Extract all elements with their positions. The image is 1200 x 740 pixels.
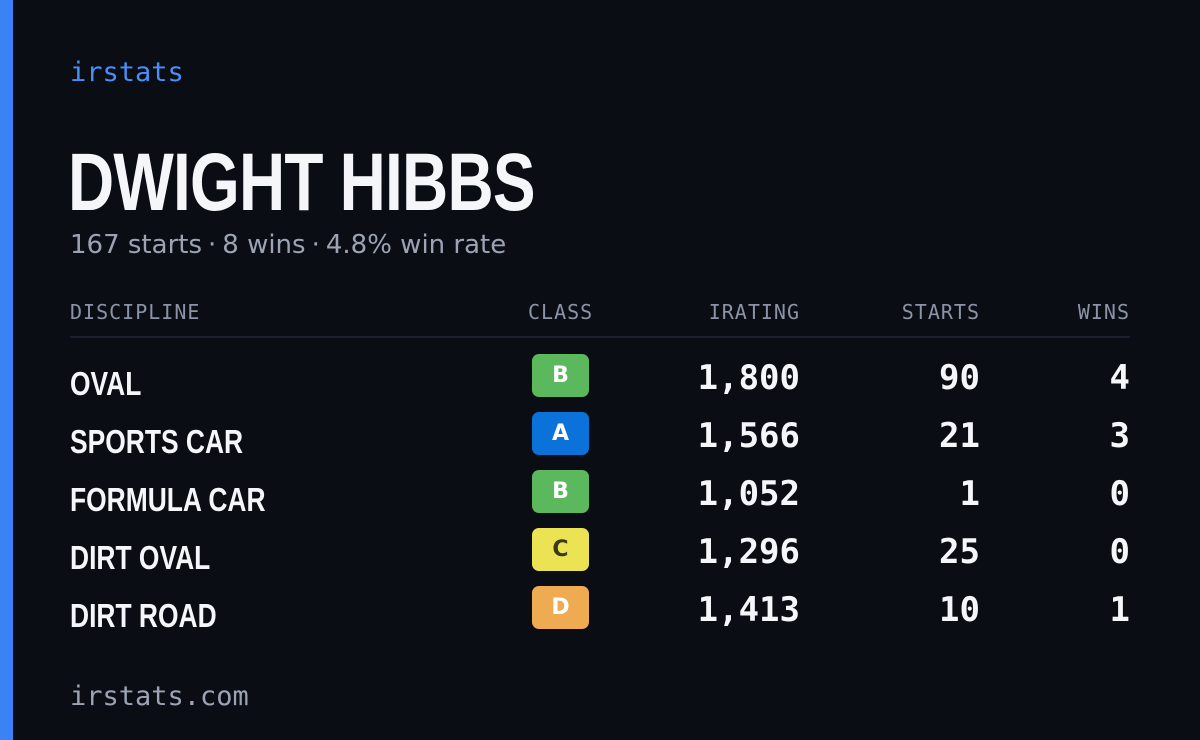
irating-value: 1,566 bbox=[697, 416, 800, 456]
table-row: FORMULA CAR B 1,052 1 0 bbox=[70, 468, 1130, 526]
wins-value: 3 bbox=[1109, 416, 1130, 456]
class-badge: B bbox=[532, 354, 589, 397]
header-discipline: DISCIPLINE bbox=[70, 300, 201, 324]
wins-value: 0 bbox=[1109, 532, 1130, 572]
starts-value: 21 bbox=[939, 416, 980, 456]
table-header: DISCIPLINE CLASS IRATING STARTS WINS bbox=[70, 300, 1130, 326]
table-row: OVAL B 1,800 90 4 bbox=[70, 352, 1130, 410]
header-wins: WINS bbox=[1077, 300, 1130, 324]
class-badge: C bbox=[532, 528, 589, 571]
class-badge: B bbox=[532, 470, 589, 513]
brand-logo-text: irstats bbox=[70, 57, 184, 88]
discipline-name: DIRT ROAD bbox=[70, 597, 217, 634]
driver-name: DWIGHT HIBBS bbox=[68, 137, 536, 228]
footer-url: irstats.com bbox=[70, 681, 249, 712]
accent-bar bbox=[0, 0, 13, 740]
class-badge: D bbox=[532, 586, 589, 629]
wins-value: 0 bbox=[1109, 474, 1130, 514]
header-divider bbox=[70, 336, 1130, 338]
table-row: DIRT OVAL C 1,296 25 0 bbox=[70, 526, 1130, 584]
driver-summary: 167 starts · 8 wins · 4.8% win rate bbox=[70, 229, 506, 261]
summary-separator: · bbox=[208, 230, 217, 260]
wins-value: 1 bbox=[1109, 590, 1130, 630]
irating-value: 1,413 bbox=[697, 590, 800, 630]
starts-summary: 167 starts bbox=[70, 230, 202, 260]
irating-value: 1,296 bbox=[697, 532, 800, 572]
starts-value: 90 bbox=[939, 358, 980, 398]
header-class: CLASS bbox=[528, 300, 594, 324]
stats-table: OVAL B 1,800 90 4 SPORTS CAR A 1,566 21 … bbox=[70, 352, 1130, 642]
header-starts: STARTS bbox=[901, 300, 980, 324]
irating-value: 1,800 bbox=[697, 358, 800, 398]
discipline-name: DIRT OVAL bbox=[70, 539, 211, 576]
starts-value: 25 bbox=[939, 532, 980, 572]
class-badge: A bbox=[532, 412, 589, 455]
starts-value: 1 bbox=[959, 474, 980, 514]
win-rate-summary: 4.8% win rate bbox=[325, 230, 507, 260]
summary-separator: · bbox=[311, 230, 320, 260]
header-irating: IRATING bbox=[708, 300, 800, 324]
discipline-name: SPORTS CAR bbox=[70, 423, 244, 460]
irating-value: 1,052 bbox=[697, 474, 800, 514]
starts-value: 10 bbox=[939, 590, 980, 630]
wins-value: 4 bbox=[1109, 358, 1130, 398]
table-row: DIRT ROAD D 1,413 10 1 bbox=[70, 584, 1130, 642]
discipline-name: OVAL bbox=[70, 365, 142, 402]
discipline-name: FORMULA CAR bbox=[70, 481, 266, 518]
wins-summary: 8 wins bbox=[222, 230, 306, 260]
table-row: SPORTS CAR A 1,566 21 3 bbox=[70, 410, 1130, 468]
